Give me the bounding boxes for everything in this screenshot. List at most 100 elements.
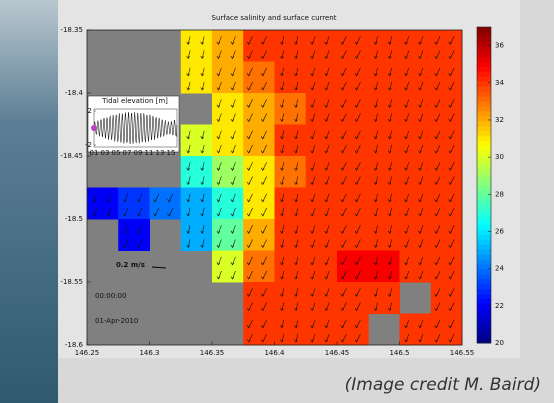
colorbar-segment (477, 67, 491, 72)
colorbar-segment (477, 284, 491, 289)
salinity-cell (306, 282, 338, 314)
salinity-cell (306, 188, 338, 220)
colorbar-segment (477, 126, 491, 131)
salinity-cell (400, 30, 432, 62)
colorbar-segment (477, 304, 491, 309)
colorbar-segment (477, 146, 491, 151)
colorbar-segment (477, 333, 491, 338)
colorbar-segment (477, 210, 491, 215)
colorbar-tick-label: 28 (495, 190, 504, 198)
colorbar-segment (477, 318, 491, 323)
salinity-cell (400, 93, 432, 125)
colorbar-segment (477, 175, 491, 180)
slide: Surface salinity and surface current Tid… (0, 0, 554, 403)
colorbar-segment (477, 279, 491, 284)
colorbar-segment (477, 170, 491, 175)
colorbar-segment (477, 205, 491, 210)
colorbar-segment (477, 200, 491, 205)
salinity-cell (306, 30, 338, 62)
colorbar-segment (477, 254, 491, 259)
salinity-cell (368, 93, 400, 125)
colorbar-segment (477, 259, 491, 264)
inset-title: Tidal elevation [m] (101, 97, 168, 105)
salinity-cell (275, 188, 307, 220)
salinity-cell (212, 188, 244, 220)
colorbar-tick-label: 30 (495, 153, 504, 161)
salinity-cell (368, 62, 400, 94)
colorbar-segment (477, 27, 491, 32)
inset-x-tick-label: 07 (123, 149, 132, 157)
colorbar-segment (477, 215, 491, 220)
colorbar-segment (477, 32, 491, 37)
salinity-cell (212, 251, 244, 283)
salinity-cell (181, 62, 213, 94)
salinity-cell (306, 314, 338, 346)
inset-y-tick-label: -2 (85, 141, 92, 149)
inset-x-tick-label: 05 (112, 149, 121, 157)
y-tick-label: -18.5 (65, 215, 83, 223)
colorbar-segment (477, 57, 491, 62)
colorbar-segment (477, 180, 491, 185)
colorbar-segment (477, 299, 491, 304)
colorbar-segment (477, 116, 491, 121)
salinity-cell (368, 219, 400, 251)
salinity-cell (181, 125, 213, 157)
colorbar-segment (477, 294, 491, 299)
salinity-cell (212, 62, 244, 94)
colorbar-segment (477, 96, 491, 101)
y-tick-label: -18.35 (60, 26, 83, 34)
colorbar-tick-label: 32 (495, 116, 504, 124)
salinity-cell (275, 314, 307, 346)
inset-x-tick-label: 13 (156, 149, 165, 157)
colorbar-segment (477, 136, 491, 141)
x-tick-label: 146.4 (264, 349, 285, 357)
salinity-cell (275, 251, 307, 283)
salinity-cell (400, 219, 432, 251)
salinity-cell (306, 251, 338, 283)
colorbar-segment (477, 274, 491, 279)
colorbar-segment (477, 131, 491, 136)
salinity-cell (181, 188, 213, 220)
salinity-cell (212, 93, 244, 125)
time-label: 00:00:00 (95, 292, 126, 300)
x-tick-label: 146.45 (325, 349, 350, 357)
colorbar-segment (477, 81, 491, 86)
salinity-cell (118, 219, 150, 251)
colorbar-segment (477, 62, 491, 67)
salinity-cell (368, 156, 400, 188)
salinity-cell (275, 93, 307, 125)
date-label: 01-Apr-2010 (95, 317, 138, 325)
colorbar-tick-label: 34 (495, 79, 504, 87)
salinity-cell (212, 219, 244, 251)
inset-x-tick-label: 11 (145, 149, 154, 157)
colorbar-segment (477, 308, 491, 313)
colorbar-segment (477, 111, 491, 116)
tide-marker (91, 125, 97, 131)
salinity-cell (275, 282, 307, 314)
colorbar-segment (477, 229, 491, 234)
colorbar-segment (477, 323, 491, 328)
colorbar-segment (477, 47, 491, 52)
colorbar-segment (477, 121, 491, 126)
salinity-cell (368, 251, 400, 283)
colorbar-segment (477, 141, 491, 146)
salinity-cell (400, 314, 432, 346)
x-tick-label: 146.25 (75, 349, 100, 357)
y-tick-label: -18.6 (65, 341, 84, 349)
colorbar-tick-label: 22 (495, 302, 504, 310)
salinity-cell (181, 30, 213, 62)
salinity-cell (400, 125, 432, 157)
colorbar-tick-label: 20 (495, 339, 504, 347)
colorbar-segment (477, 234, 491, 239)
colorbar-segment (477, 37, 491, 42)
salinity-cell (368, 188, 400, 220)
photo-strip (0, 0, 58, 403)
x-tick-label: 146.5 (389, 349, 409, 357)
colorbar-segment (477, 160, 491, 165)
y-tick-label: -18.45 (60, 152, 83, 160)
inset-x-tick-label: 09 (134, 149, 143, 157)
salinity-cell (400, 251, 432, 283)
salinity-cell (275, 125, 307, 157)
salinity-cell (87, 188, 119, 220)
y-tick-label: -18.4 (65, 89, 84, 97)
